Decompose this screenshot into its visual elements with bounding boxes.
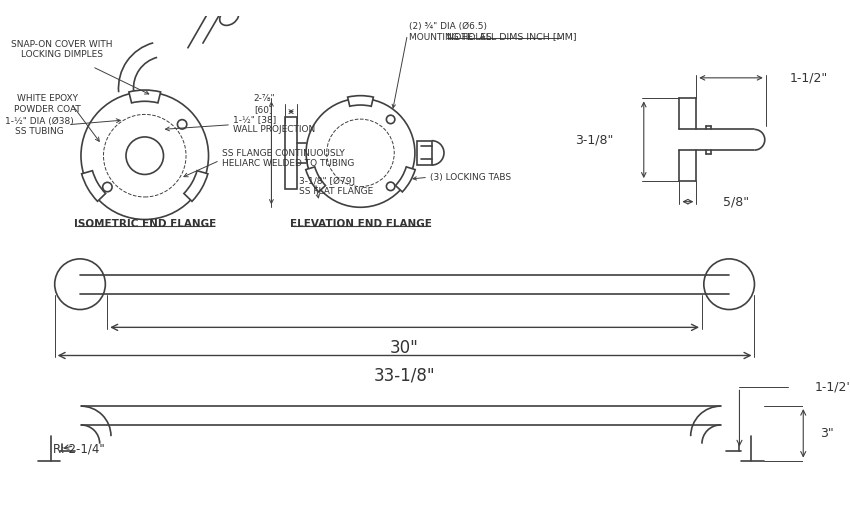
Wedge shape — [184, 171, 208, 201]
Text: 1-1/2": 1-1/2" — [814, 381, 850, 394]
Bar — [416, 141, 432, 165]
Text: 1-½" [38]
WALL PROJECTION: 1-½" [38] WALL PROJECTION — [233, 115, 315, 135]
Text: 2-⅞"
[60]: 2-⅞" [60] — [253, 95, 275, 114]
Text: 5/8": 5/8" — [722, 195, 749, 208]
Text: 3-1/8" [Ø79]
SS FLAT FLANGE: 3-1/8" [Ø79] SS FLAT FLANGE — [298, 177, 373, 196]
Text: ELEVATION END FLANGE: ELEVATION END FLANGE — [290, 219, 432, 229]
Text: NOTE: ALL DIMS INCH [MM]: NOTE: ALL DIMS INCH [MM] — [447, 32, 576, 41]
Text: WHITE EPOXY
POWDER COAT: WHITE EPOXY POWDER COAT — [14, 95, 81, 114]
Text: 30": 30" — [390, 339, 419, 357]
Text: (2) ¾" DIA (Ø6.5)
MOUNTING HOLES: (2) ¾" DIA (Ø6.5) MOUNTING HOLES — [409, 22, 492, 42]
Text: ISOMETRIC END FLANGE: ISOMETRIC END FLANGE — [74, 219, 216, 229]
Wedge shape — [395, 167, 415, 192]
Text: SS FLANGE CONTINUOUSLY
HELIARC WELDED TO TUBING: SS FLANGE CONTINUOUSLY HELIARC WELDED TO… — [222, 149, 354, 168]
Bar — [286, 117, 297, 189]
Text: (3) LOCKING TABS: (3) LOCKING TABS — [430, 173, 511, 182]
Text: SNAP-ON COVER WITH
LOCKING DIMPLES: SNAP-ON COVER WITH LOCKING DIMPLES — [11, 40, 113, 59]
Text: 1-1/2": 1-1/2" — [790, 71, 829, 84]
Wedge shape — [129, 90, 161, 103]
Text: R: 2-1/4": R: 2-1/4" — [53, 443, 105, 456]
Wedge shape — [82, 171, 105, 201]
Text: 3": 3" — [820, 427, 834, 440]
Text: 3-1/8": 3-1/8" — [575, 133, 614, 146]
Wedge shape — [306, 167, 326, 192]
Text: 33-1/8": 33-1/8" — [374, 367, 435, 385]
Text: 1-½" DIA (Ø38)
SS TUBING: 1-½" DIA (Ø38) SS TUBING — [5, 117, 74, 136]
Wedge shape — [348, 96, 373, 106]
